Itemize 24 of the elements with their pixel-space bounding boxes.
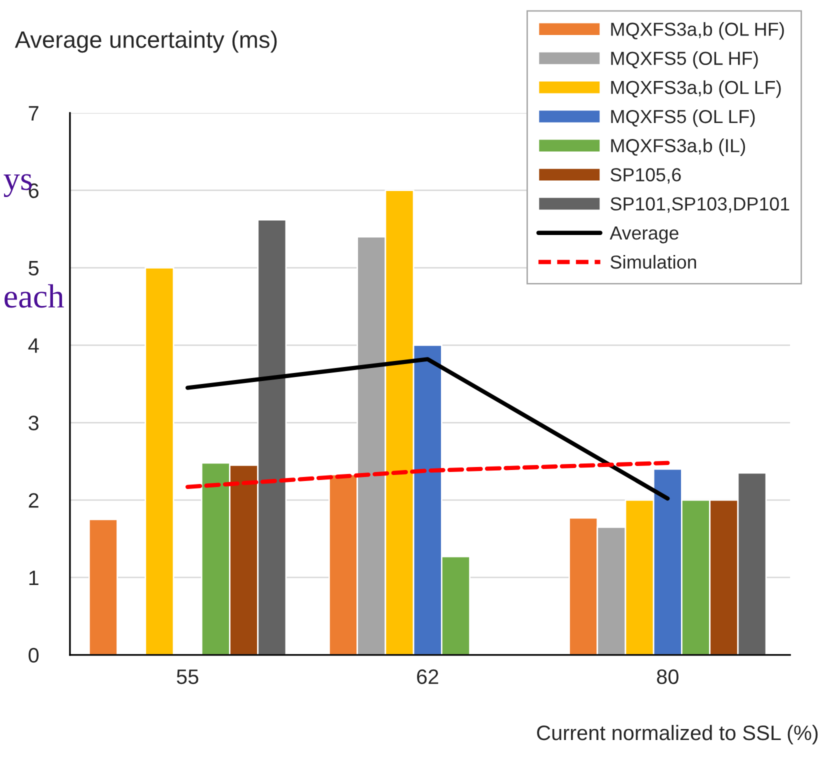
legend-label: SP105,6 — [610, 168, 681, 184]
legend-label: MQXFS5 (OL LF) — [611, 109, 755, 127]
y-tick-label: 1 — [29, 570, 38, 586]
bar — [144, 267, 174, 655]
legend-label: SP101,SP103,DP101 — [610, 197, 790, 213]
y-tick-label: 0 — [28, 648, 39, 663]
x-tick-label: 55 — [176, 670, 198, 684]
x-tick-label: 80 — [656, 669, 678, 684]
y-tick-label: 5 — [28, 261, 39, 276]
legend-label: MQXFS3a,b (IL) — [611, 138, 746, 156]
legend-label: Average — [610, 226, 678, 244]
legend-label: MQXFS3a,b (OL HF) — [611, 22, 784, 40]
y-tick-label: 2 — [28, 493, 38, 508]
legend-label: MQXFS3a,b (OL LF) — [611, 80, 781, 98]
y-tick-label: 3 — [28, 416, 38, 430]
x-axis-title: Current normalized to SSL (%) — [537, 724, 818, 744]
legend-label: Simulation — [610, 254, 696, 269]
text: each — [4, 284, 64, 308]
legend-label: MQXFS5 (OL HF) — [611, 51, 758, 69]
y-tick-label: 7 — [28, 106, 38, 120]
y-tick-label: 4 — [28, 338, 39, 353]
y-axis-title: Average uncertainty (ms) — [14, 30, 277, 53]
bar — [88, 518, 118, 655]
x-tick-label: 62 — [417, 669, 438, 684]
